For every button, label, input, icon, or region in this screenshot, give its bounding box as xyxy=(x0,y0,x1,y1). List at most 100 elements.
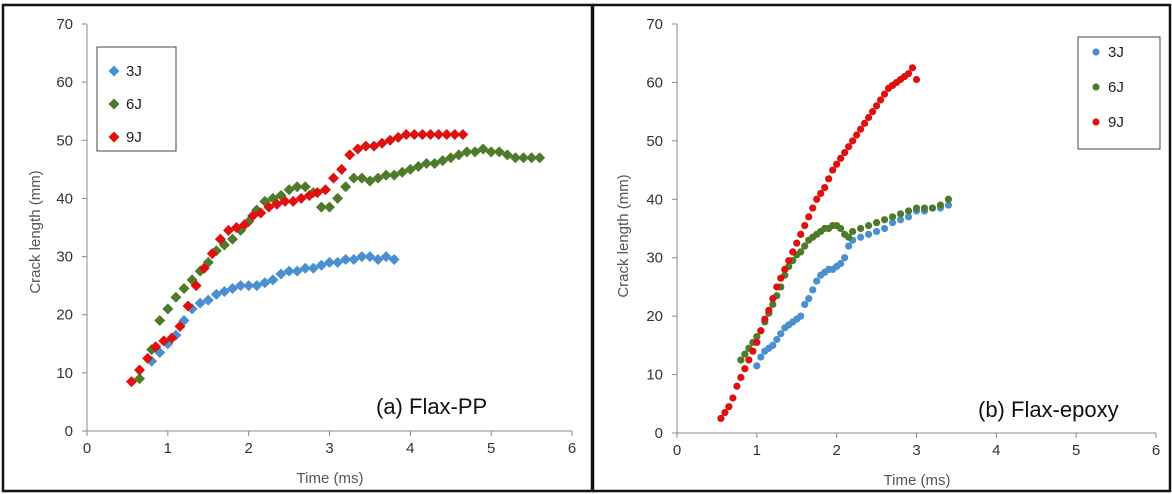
panel-b-point-6J xyxy=(920,204,929,212)
panel-b-point-6J xyxy=(944,195,953,203)
panel-b-point-9J xyxy=(908,64,917,72)
panel-b-point-9J xyxy=(717,414,725,422)
panel-a-x-tick-label: 5 xyxy=(487,440,495,457)
panel-a-y-tick-label: 50 xyxy=(56,132,73,149)
panel-a-point-9J xyxy=(125,376,137,388)
panel-b-point-6J xyxy=(769,300,777,309)
panel-b-point-3J xyxy=(865,230,873,238)
panel-a-legend-label-9J: 9J xyxy=(126,129,142,146)
panel-a-point-3J xyxy=(388,253,400,265)
panel-b-y-tick-label: 0 xyxy=(655,425,663,442)
panel-b-y-tick-label: 30 xyxy=(646,250,663,267)
panel-a-point-6J xyxy=(461,146,473,158)
panel-a-x-tick-label: 1 xyxy=(164,440,172,457)
panel-b-point-3J xyxy=(753,362,761,370)
panel-a-point-3J xyxy=(324,256,335,268)
panel-a-point-3J xyxy=(267,274,279,286)
panel-a-series-3J xyxy=(146,251,400,367)
panel-b-point-6J xyxy=(888,213,897,221)
panel-b-point-9J xyxy=(833,160,841,168)
panel-a-y-tick-label: 10 xyxy=(56,365,73,382)
panel-b-legend-marker-3J xyxy=(1092,48,1100,56)
panel-b-point-3J xyxy=(801,300,809,309)
panel-a-point-9J xyxy=(247,210,259,222)
panel-a-point-9J xyxy=(150,341,162,353)
panel-a-point-9J xyxy=(142,352,154,364)
panel-b-y-ticks: 0 10 20 30 40 50 60 70 xyxy=(646,16,677,442)
panel-a-point-9J xyxy=(408,128,420,140)
panel-a-y-tick-label: 40 xyxy=(56,190,73,207)
panel-b-legend-label-3J: 3J xyxy=(1108,44,1124,61)
panel-b-point-3J xyxy=(841,254,849,262)
panel-b-x-tick-label: 3 xyxy=(912,442,920,459)
panel-a-x-ticks: 0 1 2 3 4 5 6 xyxy=(83,431,576,457)
panel-b-point-3J xyxy=(773,335,781,344)
panel-b-legend: 3J 6J 9J xyxy=(1077,36,1161,150)
panel-a-frame xyxy=(1,3,594,493)
panel-b-point-9J xyxy=(793,239,801,247)
panel-b-point-6J xyxy=(912,204,921,212)
panel-b-point-9J xyxy=(805,213,813,221)
panel-b-point-9J xyxy=(876,96,885,104)
panel-a-x-tick-label: 0 xyxy=(83,440,91,457)
panel-b-point-9J xyxy=(872,102,881,110)
panel-a-series-9J xyxy=(125,128,469,388)
panel-a-point-9J xyxy=(433,128,445,140)
panel-b-point-9J xyxy=(777,274,785,282)
panel-a-y-tick-label: 60 xyxy=(56,74,73,91)
panel-b-point-3J xyxy=(845,242,853,250)
panel-a-point-9J xyxy=(360,140,372,152)
panel-b-point-6J xyxy=(845,233,853,241)
panel-b-point-9J xyxy=(857,125,865,133)
panel-a-point-9J xyxy=(319,184,331,196)
panel-b-point-3J xyxy=(769,341,777,349)
panel-b-point-9J xyxy=(729,394,737,402)
panel-a-point-3J xyxy=(283,265,295,277)
panel-b-point-3J xyxy=(857,233,865,241)
panel-a-point-9J xyxy=(190,280,202,292)
panel-a-point-9J xyxy=(239,219,251,231)
panel-b-y-tick-label: 70 xyxy=(646,16,663,33)
panel-b-x-tick-label: 6 xyxy=(1152,442,1160,459)
panel-a-point-6J xyxy=(154,315,166,327)
panel-b-point-3J xyxy=(904,213,913,221)
panel-b-y-tick-label: 50 xyxy=(646,133,663,150)
panel-b-point-6J xyxy=(849,227,857,236)
panel-b-point-6J xyxy=(865,221,873,230)
panel-a-point-6J xyxy=(526,152,538,164)
panel-a-y-ticks: 0 10 20 30 40 50 60 70 xyxy=(56,16,87,440)
panel-b-x-tick-label: 0 xyxy=(673,442,681,459)
panel-a-point-9J xyxy=(198,262,210,274)
panel-b-point-9J xyxy=(861,119,869,127)
panel-b-point-9J xyxy=(761,315,769,323)
panel-b-series-9J xyxy=(717,64,921,422)
panel-b-point-3J xyxy=(944,201,953,209)
panel-a-point-9J xyxy=(441,128,453,140)
panel-b-point-3J xyxy=(757,353,765,361)
panel-a-annotation: (a) Flax-PP xyxy=(376,394,487,419)
panel-b-point-9J xyxy=(757,327,765,335)
panel-b-point-6J xyxy=(872,219,881,227)
panel-b-point-9J xyxy=(821,184,829,192)
panel-b-point-6J xyxy=(837,224,845,233)
panel-a-x-axis-title: Time (ms) xyxy=(297,470,364,487)
panel-a-data-points xyxy=(125,128,546,388)
panel-b-point-6J xyxy=(936,201,945,209)
panel-b-point-9J xyxy=(880,90,889,98)
panel-b-point-3J xyxy=(888,219,897,227)
panel-b-point-6J xyxy=(857,224,865,233)
panel-b-point-9J xyxy=(769,295,777,303)
panel-b-annotation: (b) Flax-epoxy xyxy=(978,397,1119,422)
panel-a-point-6J xyxy=(348,172,360,184)
panel-b-legend-marker-9J xyxy=(1092,118,1100,126)
panel-a-point-9J xyxy=(449,128,461,140)
panel-b-legend-label-6J: 6J xyxy=(1108,79,1124,96)
panel-a-point-3J xyxy=(356,251,368,263)
panel-a-point-6J xyxy=(324,201,335,213)
panel-b-point-9J xyxy=(845,143,853,151)
panel-b-point-9J xyxy=(773,283,781,291)
panel-a-legend: 3J 6J 9J xyxy=(96,46,177,152)
panel-b-point-3J xyxy=(872,227,881,236)
panel-b-point-9J xyxy=(765,306,773,314)
panel-b-frame xyxy=(591,3,1172,493)
